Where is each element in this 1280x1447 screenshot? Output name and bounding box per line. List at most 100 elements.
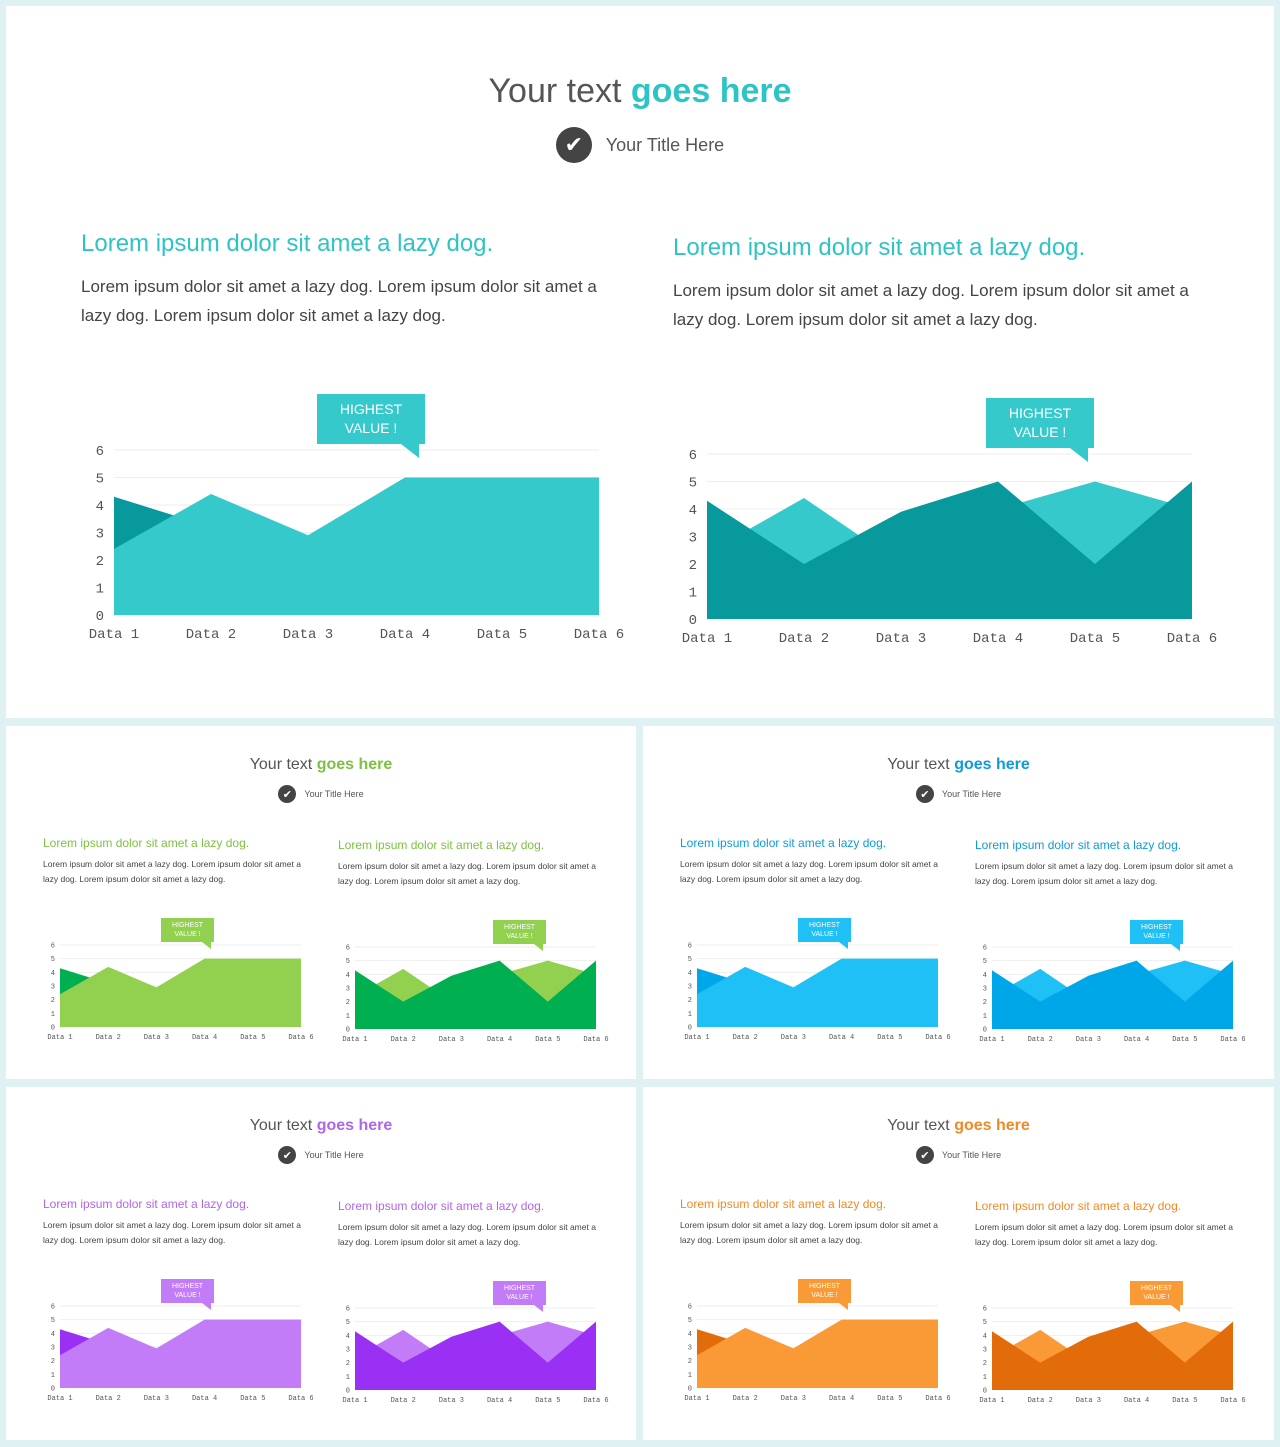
y-tick-label: 5 (96, 471, 104, 487)
area-series-2 (707, 481, 1192, 619)
column-heading: Lorem ipsum dolor sit amet a lazy dog. (81, 230, 494, 257)
subtitle: Your Title Here (304, 789, 364, 799)
x-tick-label: Data 4 (829, 1395, 854, 1403)
area-chart: 0 1 2 3 4 5 6 Data 1 Data 2 Data 3 Data 4 Data 5 Dat… (89, 444, 624, 643)
column-heading: Lorem ipsum dolor sit amet a lazy dog. (43, 836, 250, 850)
slide-purple: Your text goes here ✔ Your Title Here Lorem… (6, 1087, 636, 1440)
y-tick-label: 0 (346, 1387, 350, 1395)
x-tick-label: Data 6 (583, 1397, 608, 1405)
y-tick-label: 1 (346, 1013, 350, 1021)
area-chart: 0 1 2 3 4 5 6 Data 1 Data 2 Data 3 Data 4 Data 5 Dat… (979, 944, 1245, 1044)
y-tick-label: 1 (983, 1374, 987, 1382)
highest-value-callout: HIGHEST VALUE ! (161, 918, 214, 949)
title-plain: Your text (488, 72, 622, 110)
highest-value-callout: HIGHEST VALUE ! (1130, 920, 1183, 951)
column-heading: Lorem ipsum dolor sit amet a lazy dog. (975, 1199, 1182, 1213)
x-tick-label: Data 5 (877, 1395, 902, 1403)
x-tick-label: Data 2 (733, 1034, 758, 1042)
x-tick-label: Data 2 (391, 1397, 416, 1405)
subtitle: Your Title Here (941, 1150, 1002, 1160)
x-tick-label: Data 6 (1167, 631, 1217, 647)
x-tick-label: Data 2 (186, 627, 236, 643)
slide-title: Your text goes here (6, 756, 636, 774)
x-tick-label: Data 1 (979, 1397, 1004, 1405)
x-tick-label: Data 5 (877, 1034, 902, 1042)
title-plain: Your text (249, 756, 313, 773)
y-tick-label: 0 (689, 613, 697, 629)
area-series-2 (355, 1321, 596, 1390)
x-tick-label: Data 5 (240, 1395, 265, 1403)
column-heading: Lorem ipsum dolor sit amet a lazy dog. (338, 1199, 545, 1213)
title-accent: goes here (954, 1117, 1030, 1134)
subtitle-row: ✔ Your Title Here (643, 785, 1274, 803)
slide-green: Your text goes here ✔ Your Title Here Lorem… (6, 726, 636, 1079)
x-tick-label: Data 3 (439, 1397, 464, 1405)
y-tick-label: 3 (689, 530, 697, 546)
x-tick-label: Data 1 (47, 1395, 72, 1403)
x-tick-label: Data 4 (192, 1034, 217, 1042)
subtitle-row: ✔ Your Title Here (6, 785, 636, 803)
y-tick-label: 2 (96, 554, 104, 570)
area-series-2 (697, 958, 938, 1027)
slide-title: Your text goes here (643, 1117, 1274, 1135)
y-tick-label: 4 (51, 1331, 55, 1339)
y-tick-label: 1 (96, 581, 104, 597)
column-heading: Lorem ipsum dolor sit amet a lazy dog. (43, 1197, 250, 1211)
title-accent: goes here (954, 756, 1030, 773)
y-tick-label: 5 (688, 956, 692, 964)
x-tick-label: Data 6 (925, 1034, 950, 1042)
x-tick-label: Data 5 (1070, 631, 1120, 647)
y-tick-label: 0 (96, 609, 104, 625)
y-tick-label: 5 (983, 958, 987, 966)
x-tick-label: Data 3 (439, 1036, 464, 1044)
column-heading: Lorem ipsum dolor sit amet a lazy dog. (680, 1197, 887, 1211)
y-tick-label: 6 (688, 942, 692, 950)
highest-value-callout: HIGHEST VALUE ! (317, 394, 425, 458)
x-tick-label: Data 6 (583, 1036, 608, 1044)
y-tick-label: 5 (983, 1319, 987, 1327)
area-series-2 (355, 960, 596, 1029)
check-circle-icon: ✔ (915, 785, 934, 803)
x-tick-label: Data 4 (192, 1395, 217, 1403)
y-tick-label: 4 (346, 972, 350, 980)
title-accent: goes here (630, 72, 792, 110)
y-tick-label: 0 (51, 1385, 55, 1393)
column-body: Lorem ipsum dolor sit amet a lazy dog. L… (338, 1222, 596, 1247)
y-tick-label: 1 (346, 1374, 350, 1382)
x-tick-label: Data 4 (487, 1397, 512, 1405)
x-tick-label: Data 2 (391, 1036, 416, 1044)
y-tick-label: 1 (983, 1013, 987, 1021)
y-tick-label: 5 (689, 475, 697, 491)
y-tick-label: 2 (51, 1358, 55, 1366)
y-tick-label: 6 (688, 1303, 692, 1311)
column-body: Lorem ipsum dolor sit amet a lazy dog. L… (673, 281, 1189, 329)
x-tick-label: Data 4 (1124, 1397, 1149, 1405)
column-heading: Lorem ipsum dolor sit amet a lazy dog. (673, 234, 1086, 261)
x-tick-label: Data 5 (1172, 1397, 1197, 1405)
subtitle: Your Title Here (304, 1150, 364, 1160)
x-tick-label: Data 4 (1124, 1036, 1149, 1044)
area-chart: 0 1 2 3 4 5 6 Data 1 Data 2 Data 3 Data 4 Data 5 Dat… (979, 1305, 1245, 1405)
column-heading: Lorem ipsum dolor sit amet a lazy dog. (975, 838, 1182, 852)
x-tick-label: Data 6 (1220, 1036, 1245, 1044)
y-tick-label: 0 (346, 1026, 350, 1034)
x-tick-label: Data 2 (96, 1395, 121, 1403)
y-tick-label: 6 (51, 1303, 55, 1311)
x-tick-label: Data 3 (1076, 1397, 1101, 1405)
highest-value-callout: HIGHEST VALUE ! (493, 920, 546, 951)
y-tick-label: 3 (346, 985, 350, 993)
y-tick-label: 0 (51, 1024, 55, 1032)
y-tick-label: 0 (688, 1385, 692, 1393)
area-series-2 (114, 477, 599, 615)
subtitle-row: ✔ Your Title Here (643, 1146, 1274, 1164)
slide-main: Your text goes here ✔ Your Title Here Lorem… (6, 6, 1274, 718)
y-tick-label: 6 (689, 448, 697, 464)
x-tick-label: Data 4 (973, 631, 1023, 647)
area-series-2 (992, 960, 1233, 1029)
area-series-2 (60, 1319, 301, 1388)
highest-value-callout: HIGHEST VALUE ! (798, 918, 851, 949)
x-tick-label: Data 1 (47, 1034, 72, 1042)
area-chart: 0 1 2 3 4 5 6 Data 1 Data 2 Data 3 Data 4 Data 5 Dat… (682, 448, 1217, 647)
x-tick-label: Data 1 (684, 1395, 709, 1403)
x-tick-label: Data 3 (1076, 1036, 1101, 1044)
